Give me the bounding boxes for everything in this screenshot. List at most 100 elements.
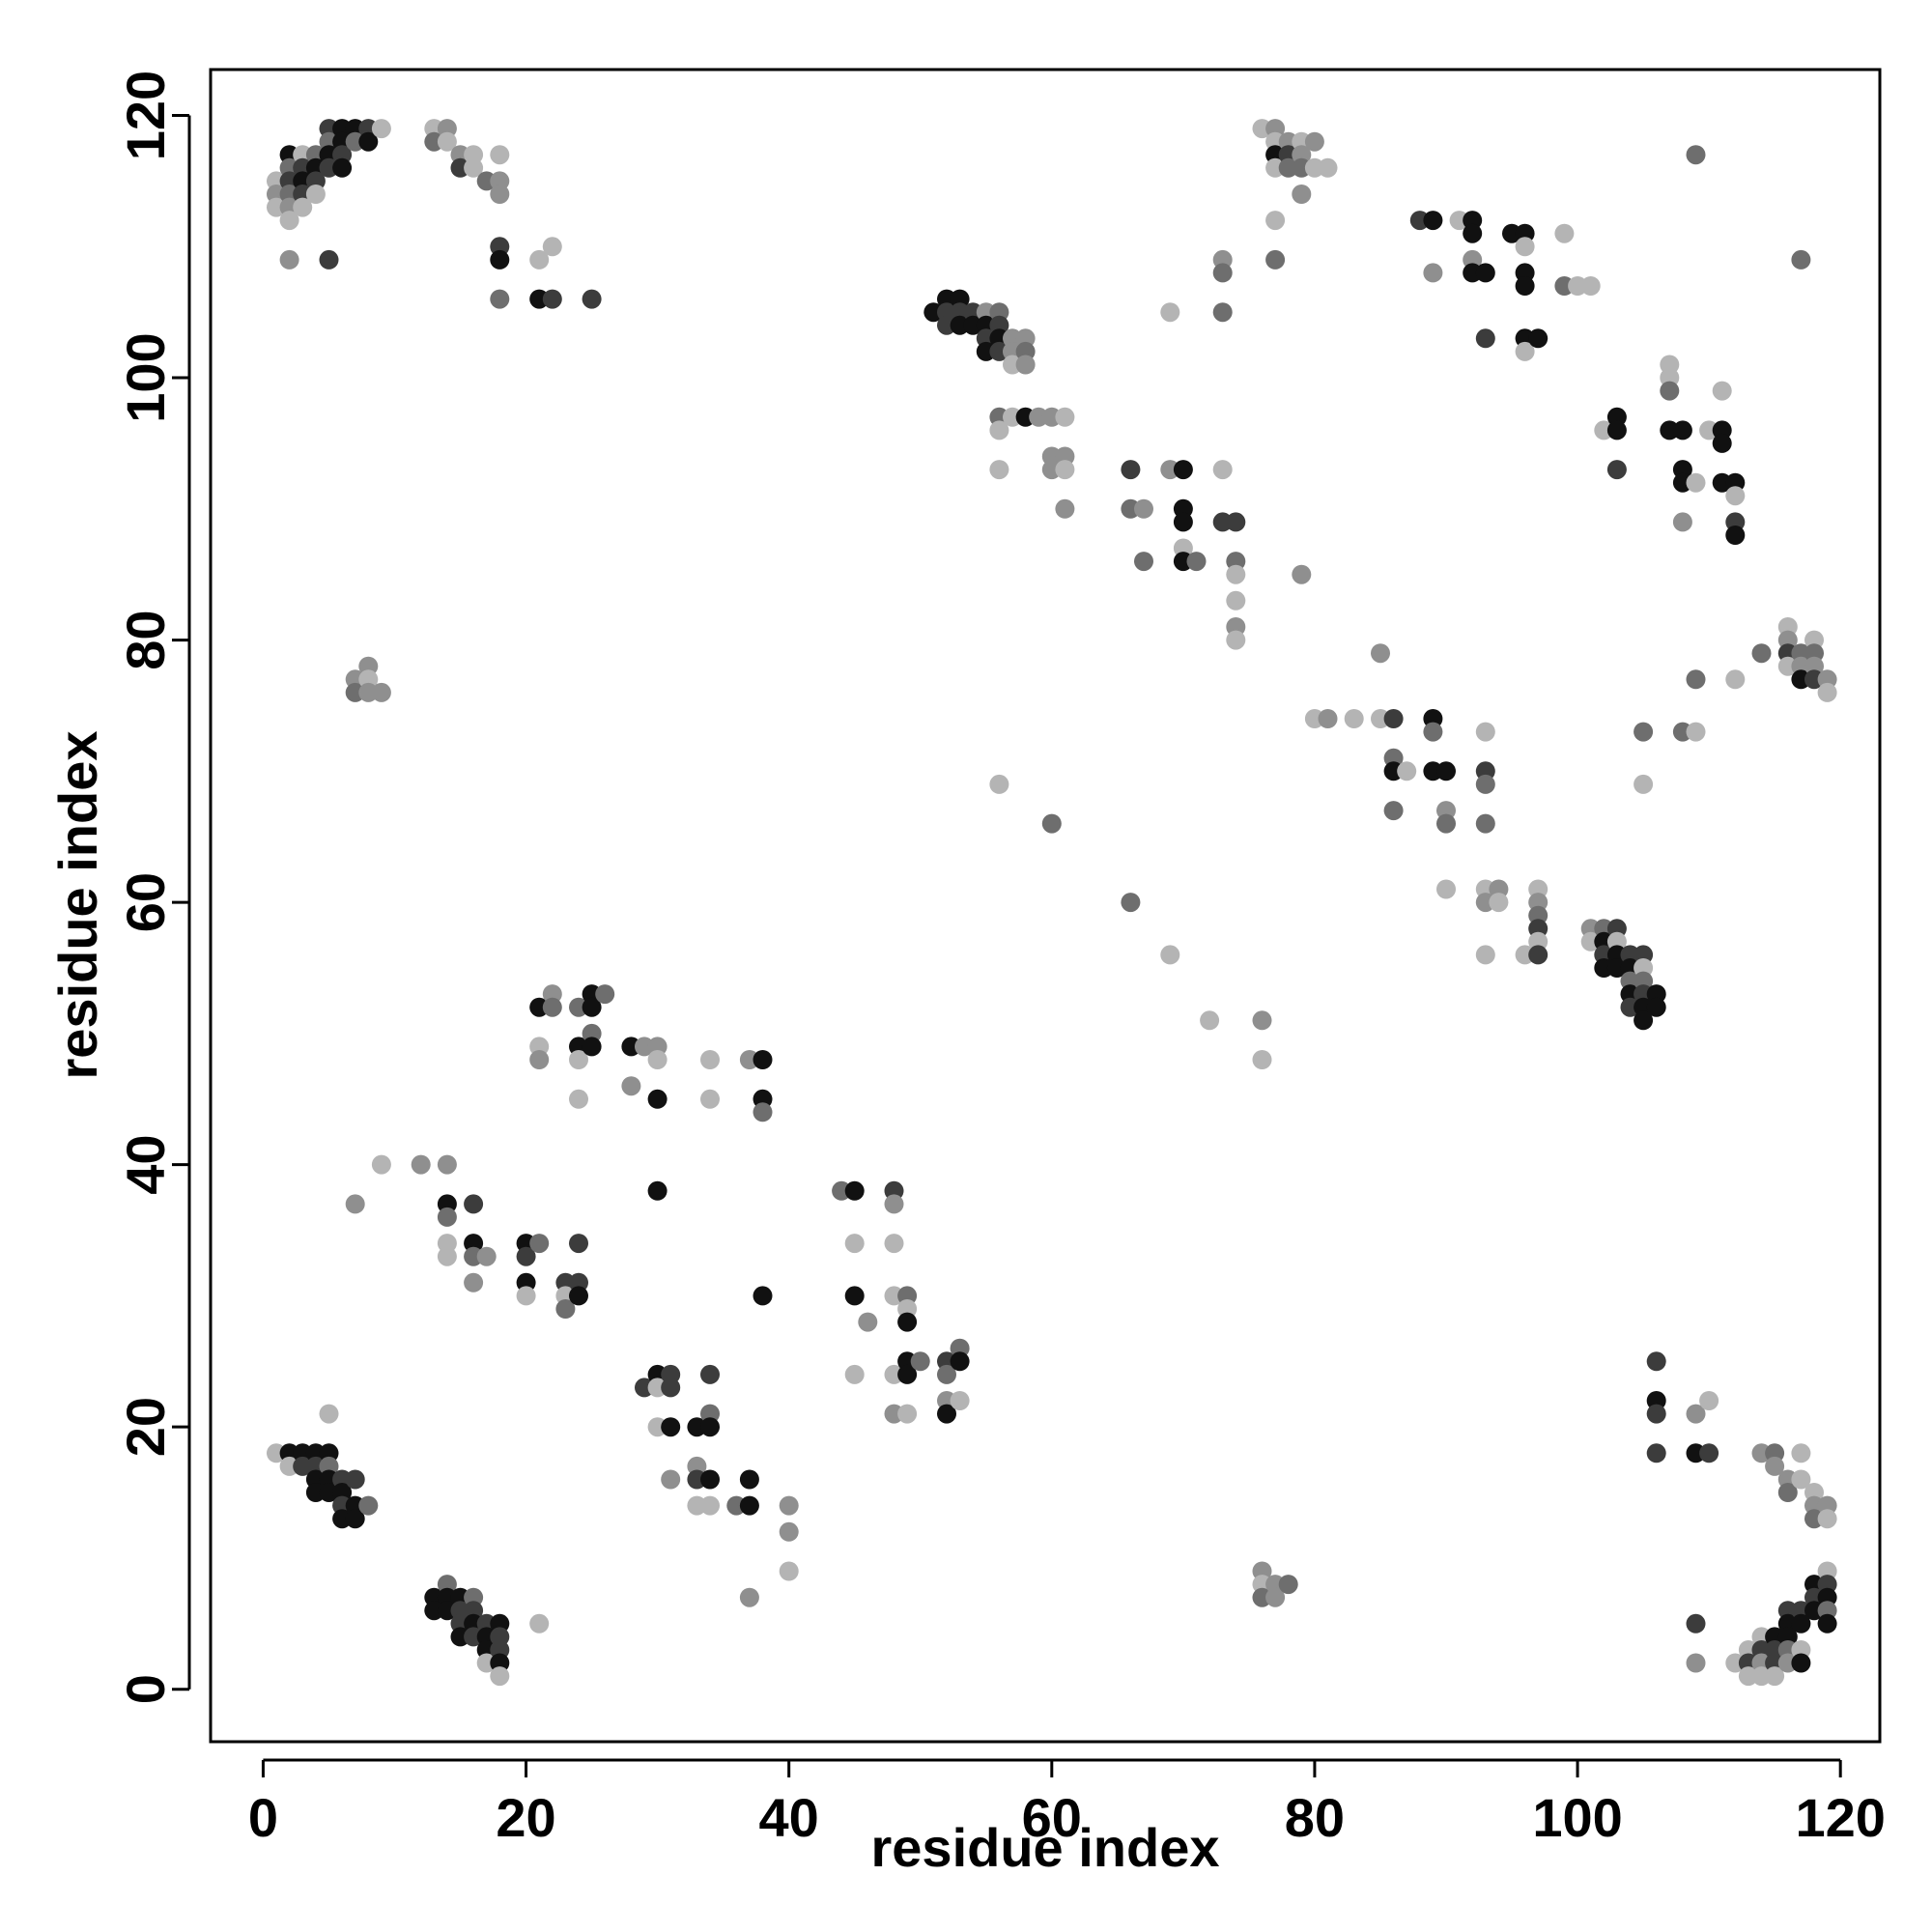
contact-point	[1791, 249, 1811, 270]
contact-point	[371, 119, 391, 139]
contact-point	[1554, 276, 1575, 296]
contact-point	[1173, 512, 1193, 532]
contact-point	[739, 1469, 759, 1490]
contact-point	[1699, 1391, 1719, 1410]
contact-point	[1791, 1653, 1811, 1673]
contact-point	[753, 1050, 773, 1069]
contact-point	[923, 302, 944, 323]
contact-point	[542, 997, 562, 1017]
contact-point	[1672, 420, 1692, 440]
contact-point	[1265, 211, 1286, 231]
contact-point	[1055, 407, 1075, 427]
contact-point	[279, 211, 299, 231]
contact-point	[1383, 709, 1404, 728]
contact-point	[844, 1286, 865, 1306]
contact-point	[1055, 460, 1075, 480]
contact-point	[1252, 1050, 1272, 1069]
contact-point	[1134, 498, 1153, 519]
contact-point	[490, 185, 510, 204]
contact-point	[476, 1246, 497, 1266]
contact-point	[1265, 1587, 1286, 1607]
contact-point	[569, 1050, 588, 1069]
contact-point	[529, 1613, 550, 1634]
contact-point	[753, 1102, 773, 1122]
contact-point	[1423, 722, 1443, 742]
contact-point	[1212, 263, 1233, 283]
contact-point	[490, 249, 510, 270]
contact-point	[989, 774, 1009, 794]
contact-point	[844, 1180, 865, 1201]
contact-point	[937, 1404, 956, 1424]
contact-point	[1226, 590, 1246, 611]
contact-point	[1765, 1666, 1785, 1687]
y-tick-label: 0	[115, 1674, 176, 1704]
contact-point	[844, 1364, 865, 1384]
contact-point	[516, 1246, 536, 1266]
contact-point	[1173, 460, 1193, 480]
contact-point	[569, 1286, 588, 1306]
contact-point	[1278, 1575, 1298, 1595]
contact-point	[345, 1194, 365, 1214]
contact-point	[1475, 263, 1495, 283]
contact-point	[661, 1417, 681, 1437]
contact-point	[1686, 669, 1706, 690]
contact-point	[1817, 1509, 1837, 1529]
contact-point	[950, 1351, 970, 1372]
contact-point	[1423, 263, 1443, 283]
contact-point	[621, 1076, 641, 1096]
contact-point	[1712, 433, 1732, 453]
contact-point	[437, 1154, 457, 1175]
contact-point	[464, 1272, 484, 1293]
contact-point	[371, 682, 391, 702]
contact-point	[844, 1234, 865, 1254]
contact-point	[464, 157, 484, 178]
contact-point	[1252, 1010, 1272, 1031]
contact-point	[1436, 813, 1456, 834]
contact-point	[937, 1364, 956, 1384]
contact-point	[582, 289, 602, 309]
contact-point	[1371, 643, 1390, 664]
contact-point	[1318, 157, 1338, 178]
contact-point	[897, 1312, 918, 1332]
contact-point	[1765, 1456, 1785, 1476]
contact-point	[293, 1456, 313, 1476]
contact-point	[1791, 1469, 1811, 1490]
x-tick-label: 120	[1795, 1787, 1885, 1848]
contact-point	[647, 1089, 668, 1109]
contact-point	[358, 1495, 379, 1516]
contact-point	[647, 1050, 668, 1069]
contact-point	[858, 1312, 878, 1332]
contact-point	[1634, 722, 1654, 742]
contact-point	[319, 1404, 339, 1424]
contact-point	[411, 1154, 431, 1175]
contact-point	[1515, 237, 1535, 257]
contact-point	[1055, 498, 1075, 519]
contact-point	[1212, 460, 1233, 480]
x-axis-title: residue index	[870, 1817, 1219, 1878]
contact-point	[1015, 355, 1036, 375]
contact-point	[739, 1495, 759, 1516]
contact-point	[989, 460, 1009, 480]
contact-point	[490, 145, 510, 165]
contact-point	[516, 1286, 536, 1306]
contact-point	[1226, 630, 1246, 650]
points-layer	[267, 119, 1837, 1687]
y-tick-label: 120	[115, 71, 176, 160]
contact-point	[1725, 526, 1746, 545]
contact-point	[1397, 761, 1417, 781]
contact-point	[437, 1207, 457, 1227]
y-tick-label: 100	[115, 332, 176, 422]
x-tick-label: 0	[248, 1787, 278, 1848]
contact-point	[1344, 709, 1364, 728]
contact-point	[1383, 801, 1404, 821]
contact-point	[1226, 512, 1246, 532]
contact-point	[661, 1469, 681, 1490]
contact-point	[279, 249, 299, 270]
y-axis: 0 20 40 60 80 100 120	[115, 71, 191, 1704]
contact-point	[1475, 774, 1495, 794]
contact-point	[1686, 722, 1706, 742]
contact-point	[950, 1391, 970, 1410]
contact-point	[1134, 552, 1153, 572]
contact-point	[319, 249, 339, 270]
